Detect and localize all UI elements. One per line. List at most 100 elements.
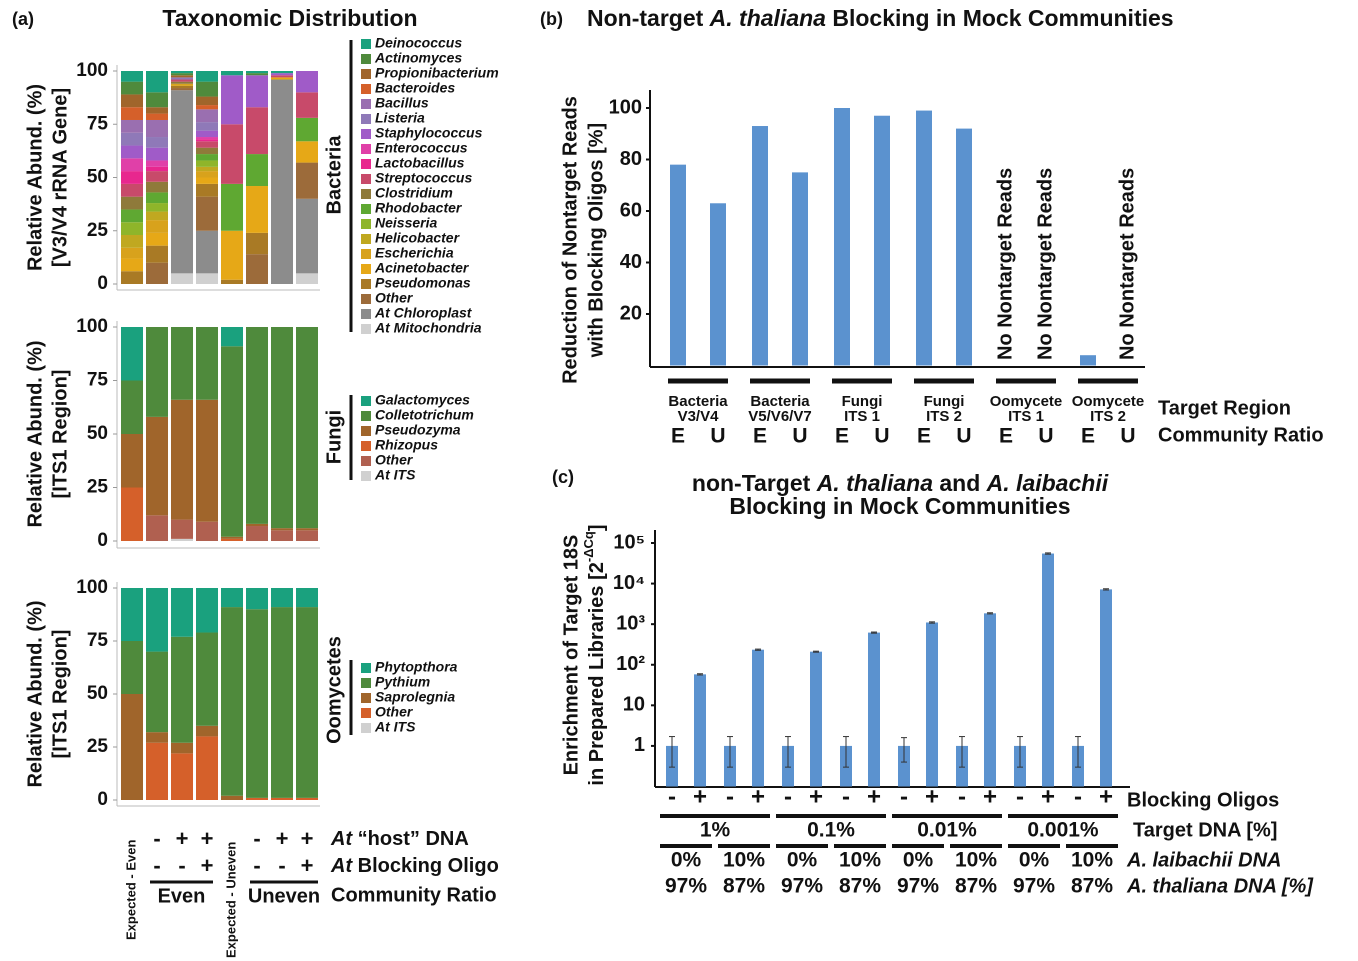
- legend-swatch: [361, 204, 371, 214]
- group-label: Even: [158, 885, 206, 907]
- error-bar: [1017, 736, 1023, 768]
- bar-segment: [171, 519, 193, 539]
- bar-segment: [221, 279, 243, 284]
- bar-segment: [296, 797, 318, 800]
- group-label: Oomycetes: [323, 636, 345, 744]
- y-tick-label: 0: [97, 273, 108, 294]
- legend-label: Pseudomonas: [375, 275, 471, 291]
- bar-segment: [196, 196, 218, 231]
- legend-swatch: [361, 189, 371, 199]
- bar-segment: [246, 588, 268, 610]
- bar-segment: [196, 81, 218, 97]
- chart-title: Blocking in Mock Communities: [729, 493, 1070, 519]
- bar: [1100, 589, 1112, 787]
- legend-swatch: [361, 144, 371, 154]
- bar-segment: [171, 753, 193, 800]
- y-tick-label: 0: [97, 789, 108, 810]
- bar-segment: [196, 96, 218, 106]
- bar-segment: [271, 607, 293, 798]
- bar-segment: [221, 536, 243, 539]
- bar-segment: [196, 71, 218, 82]
- bar-segment: [196, 154, 218, 161]
- bar-segment: [171, 88, 193, 91]
- bar-segment: [146, 651, 168, 733]
- bar-segment: [271, 73, 293, 76]
- bar-segment: [271, 528, 293, 531]
- error-bar: [987, 612, 993, 615]
- row-label-part: At: [330, 855, 353, 877]
- group-label: Uneven: [248, 885, 320, 907]
- panel-label: (b): [540, 9, 563, 29]
- bar-segment: [121, 145, 143, 159]
- bar-segment: [196, 147, 218, 155]
- bar-segment: [171, 85, 193, 89]
- y-axis-label: in Prepared Libraries [2-ΔCq]: [581, 524, 608, 785]
- row-label: A. thaliana DNA [%]: [1126, 875, 1314, 897]
- chart-title: Non-target A. thaliana Blocking in Mock …: [587, 5, 1174, 31]
- panel-label: (a): [12, 9, 34, 29]
- bar-segment: [246, 254, 268, 284]
- error-bar: [785, 736, 791, 768]
- x-tick-label: -: [668, 783, 676, 810]
- error-bar: [697, 673, 703, 676]
- bar-segment: [146, 137, 168, 148]
- x-tick-label: E: [835, 425, 849, 448]
- legend-label: Acinetobacter: [374, 260, 470, 276]
- group-label: Oomycete: [1072, 393, 1145, 410]
- bar: [868, 632, 880, 787]
- group-label: 0.001%: [1027, 819, 1099, 842]
- bar-segment: [146, 166, 168, 172]
- bar-segment: [246, 232, 268, 255]
- x-tick-label: -: [784, 783, 792, 810]
- legend-swatch: [361, 693, 371, 703]
- error-bar: [1103, 588, 1109, 591]
- x-tick-label: U: [710, 425, 725, 448]
- bar-segment: [271, 588, 293, 608]
- x-tick-label: U: [792, 425, 807, 448]
- legend-label: Enterococcus: [375, 140, 468, 156]
- y-tick-label: 20: [620, 302, 642, 324]
- bar-segment: [296, 530, 318, 541]
- bar: [916, 110, 932, 366]
- x-tick-label: +: [983, 783, 997, 810]
- legend-swatch: [361, 309, 371, 319]
- y-axis-label: Reduction of Nontarget Reads: [559, 96, 581, 384]
- legend-swatch: [361, 471, 371, 481]
- legend-label: At Chloroplast: [374, 305, 473, 321]
- y-tick-label: 100: [609, 96, 642, 118]
- error-bar: [727, 736, 733, 768]
- legend-label: Escherichia: [375, 245, 454, 261]
- bar-segment: [146, 147, 168, 161]
- row-label: A. laibachii DNA: [1126, 849, 1281, 871]
- bar-segment: [221, 75, 243, 125]
- bar-segment: [171, 77, 193, 80]
- legend-swatch: [361, 174, 371, 184]
- y-axis-label-part: ]: [586, 524, 608, 531]
- row-label: Community Ratio: [331, 884, 497, 906]
- bar-segment: [146, 181, 168, 193]
- group-label: 87%: [723, 875, 765, 898]
- bar-segment: [121, 247, 143, 259]
- legend-label: Pythium: [375, 674, 430, 690]
- bar-segment: [171, 636, 193, 743]
- bar-segment: [246, 523, 268, 527]
- x-tick-label: U: [1038, 425, 1053, 448]
- bar-segment: [296, 117, 318, 142]
- error-bar: [1045, 552, 1051, 555]
- bar-segment: [171, 71, 193, 74]
- legend-label: Phytopthora: [375, 659, 458, 675]
- group-label: 0.1%: [807, 819, 855, 842]
- error-bar: [669, 736, 675, 768]
- bar-segment: [221, 71, 243, 76]
- legend-label: Other: [375, 452, 414, 468]
- bar-segment: [146, 171, 168, 182]
- bar-segment: [121, 641, 143, 694]
- y-axis-label: with Blocking Oligos [%]: [585, 123, 607, 358]
- bar-segment: [246, 526, 268, 541]
- bar-segment: [121, 588, 143, 641]
- bar-segment: [296, 162, 318, 199]
- legend-label: At Mitochondria: [374, 320, 482, 336]
- y-axis-label-part: -ΔCq: [581, 531, 596, 562]
- y-tick-label: 100: [76, 60, 108, 81]
- bar-segment: [196, 521, 218, 541]
